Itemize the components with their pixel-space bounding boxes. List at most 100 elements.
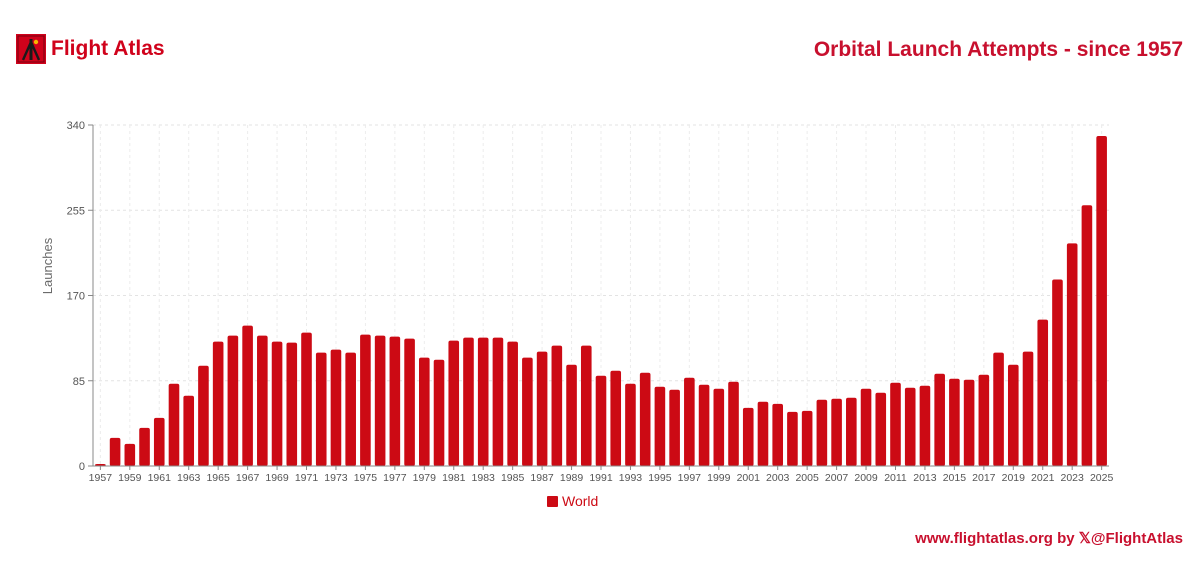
x-tick-label: 2003 — [766, 472, 790, 484]
bar-1977[interactable] — [389, 336, 401, 466]
bar-2021[interactable] — [1037, 319, 1049, 466]
x-tick-label: 2013 — [913, 472, 937, 484]
x-tick-label: 1969 — [265, 472, 289, 484]
bar-2011[interactable] — [890, 382, 901, 466]
bar-1976[interactable] — [374, 335, 386, 466]
bar-1981[interactable] — [448, 340, 460, 466]
x-tick-label: 2021 — [1031, 472, 1055, 484]
bar-2022[interactable] — [1052, 279, 1063, 466]
bar-2009[interactable] — [860, 388, 872, 466]
x-tick-label: 1967 — [236, 472, 260, 484]
bar-2024[interactable] — [1081, 205, 1093, 466]
bar-1986[interactable] — [522, 357, 533, 466]
x-tick-label: 1979 — [413, 472, 437, 484]
bar-2002[interactable] — [757, 401, 769, 466]
bar-2000[interactable] — [728, 381, 739, 466]
bar-1961[interactable] — [153, 417, 165, 466]
bar-2004[interactable] — [787, 411, 798, 466]
bar-1979[interactable] — [419, 357, 430, 466]
bar-1992[interactable] — [610, 370, 622, 466]
bar-1995[interactable] — [654, 386, 666, 466]
bar-1988[interactable] — [551, 345, 563, 466]
bar-2003[interactable] — [772, 403, 783, 466]
bar-2013[interactable] — [919, 385, 931, 466]
bar-2007[interactable] — [831, 398, 842, 466]
bar-1990[interactable] — [580, 345, 592, 466]
brand-name[interactable]: Flight Atlas — [51, 37, 165, 60]
bar-1963[interactable] — [183, 395, 195, 466]
y-axis: 0 85 170 255 340 — [67, 120, 94, 473]
bar-1968[interactable] — [257, 335, 268, 466]
x-tick-label: 1991 — [589, 472, 613, 484]
bar-2015[interactable] — [949, 378, 960, 466]
bar-1985[interactable] — [507, 341, 518, 466]
bar-1998[interactable] — [698, 384, 710, 466]
bar-1993[interactable] — [625, 383, 636, 466]
bar-1970[interactable] — [286, 342, 298, 466]
chart-title: Orbital Launch Attempts - since 1957 — [813, 38, 1183, 61]
bar-2025[interactable] — [1096, 136, 1107, 466]
bar-1962[interactable] — [168, 383, 180, 466]
x-tick-label: 2017 — [972, 472, 996, 484]
bar-2014[interactable] — [934, 373, 945, 466]
bar-1960[interactable] — [139, 427, 150, 466]
bar-2016[interactable] — [963, 379, 975, 466]
x-tick-label: 2019 — [1002, 472, 1026, 484]
footer-credit[interactable]: www.flightatlas.org by 𝕏@FlightAtlas — [915, 530, 1183, 547]
bar-2017[interactable] — [978, 374, 990, 466]
bar-1984[interactable] — [492, 337, 504, 466]
x-tick-label: 2025 — [1090, 472, 1114, 484]
bar-1987[interactable] — [536, 351, 548, 466]
bar-1975[interactable] — [360, 334, 371, 466]
x-tick-label: 2005 — [795, 472, 819, 484]
bar-1997[interactable] — [684, 377, 695, 466]
bar-2023[interactable] — [1066, 243, 1078, 466]
bar-2006[interactable] — [816, 399, 828, 466]
x-tick-label: 1989 — [560, 472, 584, 484]
bar-2020[interactable] — [1022, 351, 1034, 466]
bar-1982[interactable] — [463, 337, 474, 466]
x-tick-label: 1983 — [472, 472, 496, 484]
bar-1991[interactable] — [595, 375, 607, 466]
x-tick-label: 1957 — [89, 472, 113, 484]
x-tick-label: 1965 — [206, 472, 230, 484]
bar-1980[interactable] — [433, 359, 445, 466]
bar-1971[interactable] — [301, 332, 312, 466]
x-tick-label: 1971 — [295, 472, 319, 484]
bar-1959[interactable] — [124, 443, 136, 466]
bar-1957[interactable] — [95, 463, 106, 466]
x-tick-label: 1985 — [501, 472, 525, 484]
legend[interactable]: World — [547, 493, 598, 509]
x-tick-label: 1993 — [619, 472, 643, 484]
brand: Flight Atlas — [16, 34, 165, 64]
bar-2010[interactable] — [875, 392, 887, 466]
bar-2005[interactable] — [801, 410, 813, 466]
bar-1964[interactable] — [198, 365, 209, 466]
bar-1972[interactable] — [315, 352, 327, 466]
bar-1996[interactable] — [669, 389, 680, 466]
x-tick-label: 1963 — [177, 472, 201, 484]
bar-2019[interactable] — [1007, 364, 1019, 466]
bar-2001[interactable] — [742, 407, 754, 466]
bar-1978[interactable] — [404, 338, 415, 466]
bar-1965[interactable] — [212, 341, 224, 466]
bar-1989[interactable] — [566, 364, 577, 466]
y-tick-label: 340 — [67, 120, 85, 132]
x-tick-label: 1981 — [442, 472, 466, 484]
bar-2018[interactable] — [993, 352, 1004, 466]
bar-2012[interactable] — [904, 387, 916, 466]
bar-1983[interactable] — [477, 337, 489, 466]
x-tick-label: 2015 — [943, 472, 967, 484]
x-tick-label: 1977 — [383, 472, 407, 484]
bar-1973[interactable] — [330, 349, 342, 466]
bar-1974[interactable] — [345, 352, 356, 466]
x-tick-label: 1987 — [530, 472, 554, 484]
bar-1958[interactable] — [109, 437, 121, 466]
bar-1966[interactable] — [227, 335, 239, 466]
bar-1969[interactable] — [271, 341, 283, 466]
bar-1994[interactable] — [639, 372, 651, 466]
bar-2008[interactable] — [846, 397, 857, 466]
y-axis-label: Launches — [40, 237, 55, 294]
bar-1967[interactable] — [242, 325, 253, 466]
bar-1999[interactable] — [713, 388, 725, 466]
